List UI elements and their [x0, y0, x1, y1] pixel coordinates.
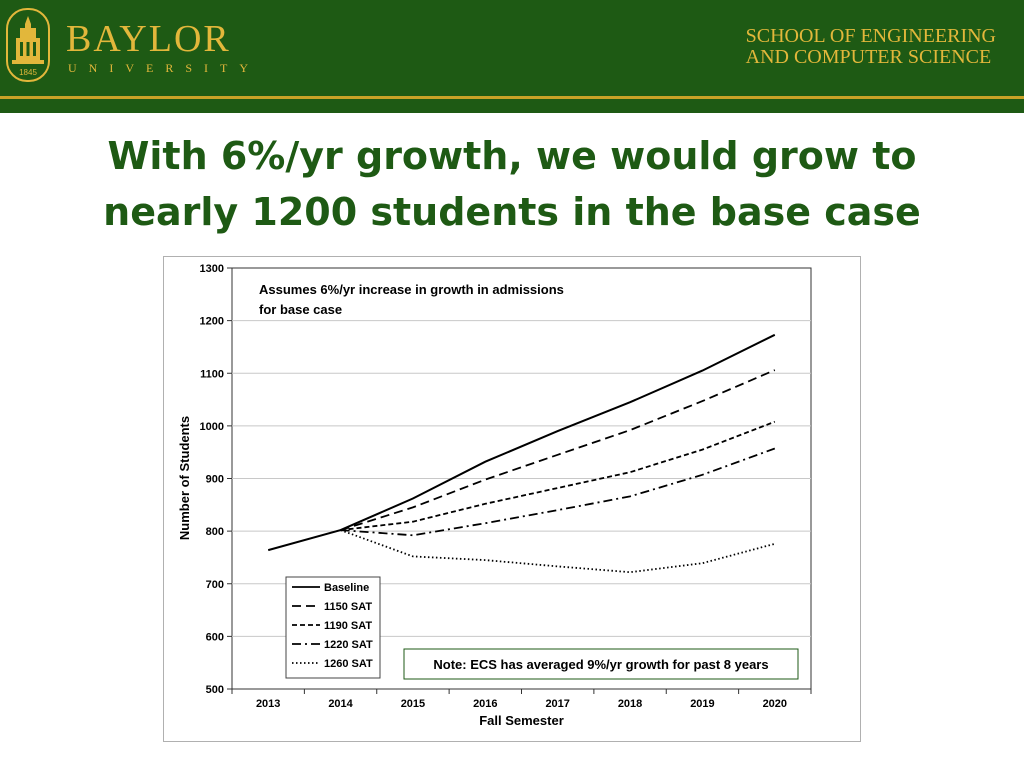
school-name: SCHOOL OF ENGINEERING AND COMPUTER SCIEN…	[746, 26, 996, 68]
baylor-seal-logo: 1845	[6, 8, 50, 82]
title-line-1: With 6%/yr growth, we would grow to	[107, 134, 917, 178]
y-tick-labels: 500 600 700 800 900 1000 1100 1200 1300	[200, 263, 232, 696]
y-tick-label: 600	[206, 631, 224, 643]
legend-label: Baseline	[324, 582, 369, 594]
y-tick-label: 1100	[200, 368, 224, 380]
y-tick-label: 800	[206, 526, 224, 538]
x-tick-label: 2018	[618, 698, 642, 710]
x-axis-label: Fall Semester	[479, 713, 564, 728]
x-tick-label: 2015	[401, 698, 425, 710]
legend-box	[285, 576, 381, 679]
chart-frame: 500 600 700 800 900 1000 1100 1200 1300 2013 2014…	[163, 256, 861, 742]
series-line-baseline	[267, 333, 776, 552]
legend-label: 1190 SAT	[324, 620, 372, 632]
y-tick-label: 1000	[200, 421, 224, 433]
series-line-1260-sat	[340, 529, 776, 574]
logo-subtitle: UNIVERSITY	[68, 61, 260, 75]
note-box	[403, 648, 799, 680]
x-tick-label: 2014	[328, 698, 353, 710]
x-tick-label: 2013	[256, 698, 280, 710]
series-line-1220-sat	[340, 447, 776, 537]
series-line-1150-sat	[340, 369, 776, 531]
header-banner	[0, 0, 1024, 96]
school-line-1: SCHOOL OF ENGINEERING	[745, 25, 996, 47]
header-band	[0, 99, 1024, 113]
y-tick-label: 700	[206, 579, 224, 591]
logo-wordmark: BAYLOR	[66, 18, 231, 60]
assumption-line-1: Assumes 6%/yr increase in growth in admi…	[259, 282, 564, 297]
school-line-2: AND COMPUTER SCIENCE	[745, 46, 992, 68]
x-tick-label: 2019	[690, 698, 714, 710]
x-tick-label: 2020	[763, 698, 787, 710]
chart-legend: Baseline 1150 SAT 1190 SAT 1220 SAT 1260 SAT	[285, 576, 381, 679]
series-lines	[267, 333, 776, 574]
x-tick-label: 2017	[545, 698, 569, 710]
legend-label: 1220 SAT	[324, 639, 373, 651]
growth-line-chart: 500 600 700 800 900 1000 1100 1200 1300 2013 2014…	[177, 263, 812, 728]
y-axis-label: Number of Students	[177, 416, 192, 540]
series-line-1190-sat	[340, 420, 776, 531]
note-text: Note: ECS has averaged 9%/yr growth for …	[433, 657, 768, 672]
y-tick-label: 1300	[200, 263, 224, 275]
y-tick-label: 500	[206, 684, 224, 696]
slide-title: With 6%/yr growth, we would grow to near…	[60, 128, 964, 240]
legend-label: 1260 SAT	[324, 658, 373, 670]
x-tick-label: 2016	[473, 698, 497, 710]
y-tick-label: 900	[206, 474, 224, 486]
header-divider	[0, 96, 1024, 99]
legend-label: 1150 SAT	[324, 601, 372, 613]
seal-year: 1845	[19, 68, 37, 77]
x-tick-labels: 2013 2014 2015 2016 2017 2018 2019 2020	[231, 689, 812, 710]
title-line-2: nearly 1200 students in the base case	[103, 190, 921, 234]
assumption-line-2: for base case	[259, 302, 342, 317]
y-tick-label: 1200	[200, 316, 224, 328]
